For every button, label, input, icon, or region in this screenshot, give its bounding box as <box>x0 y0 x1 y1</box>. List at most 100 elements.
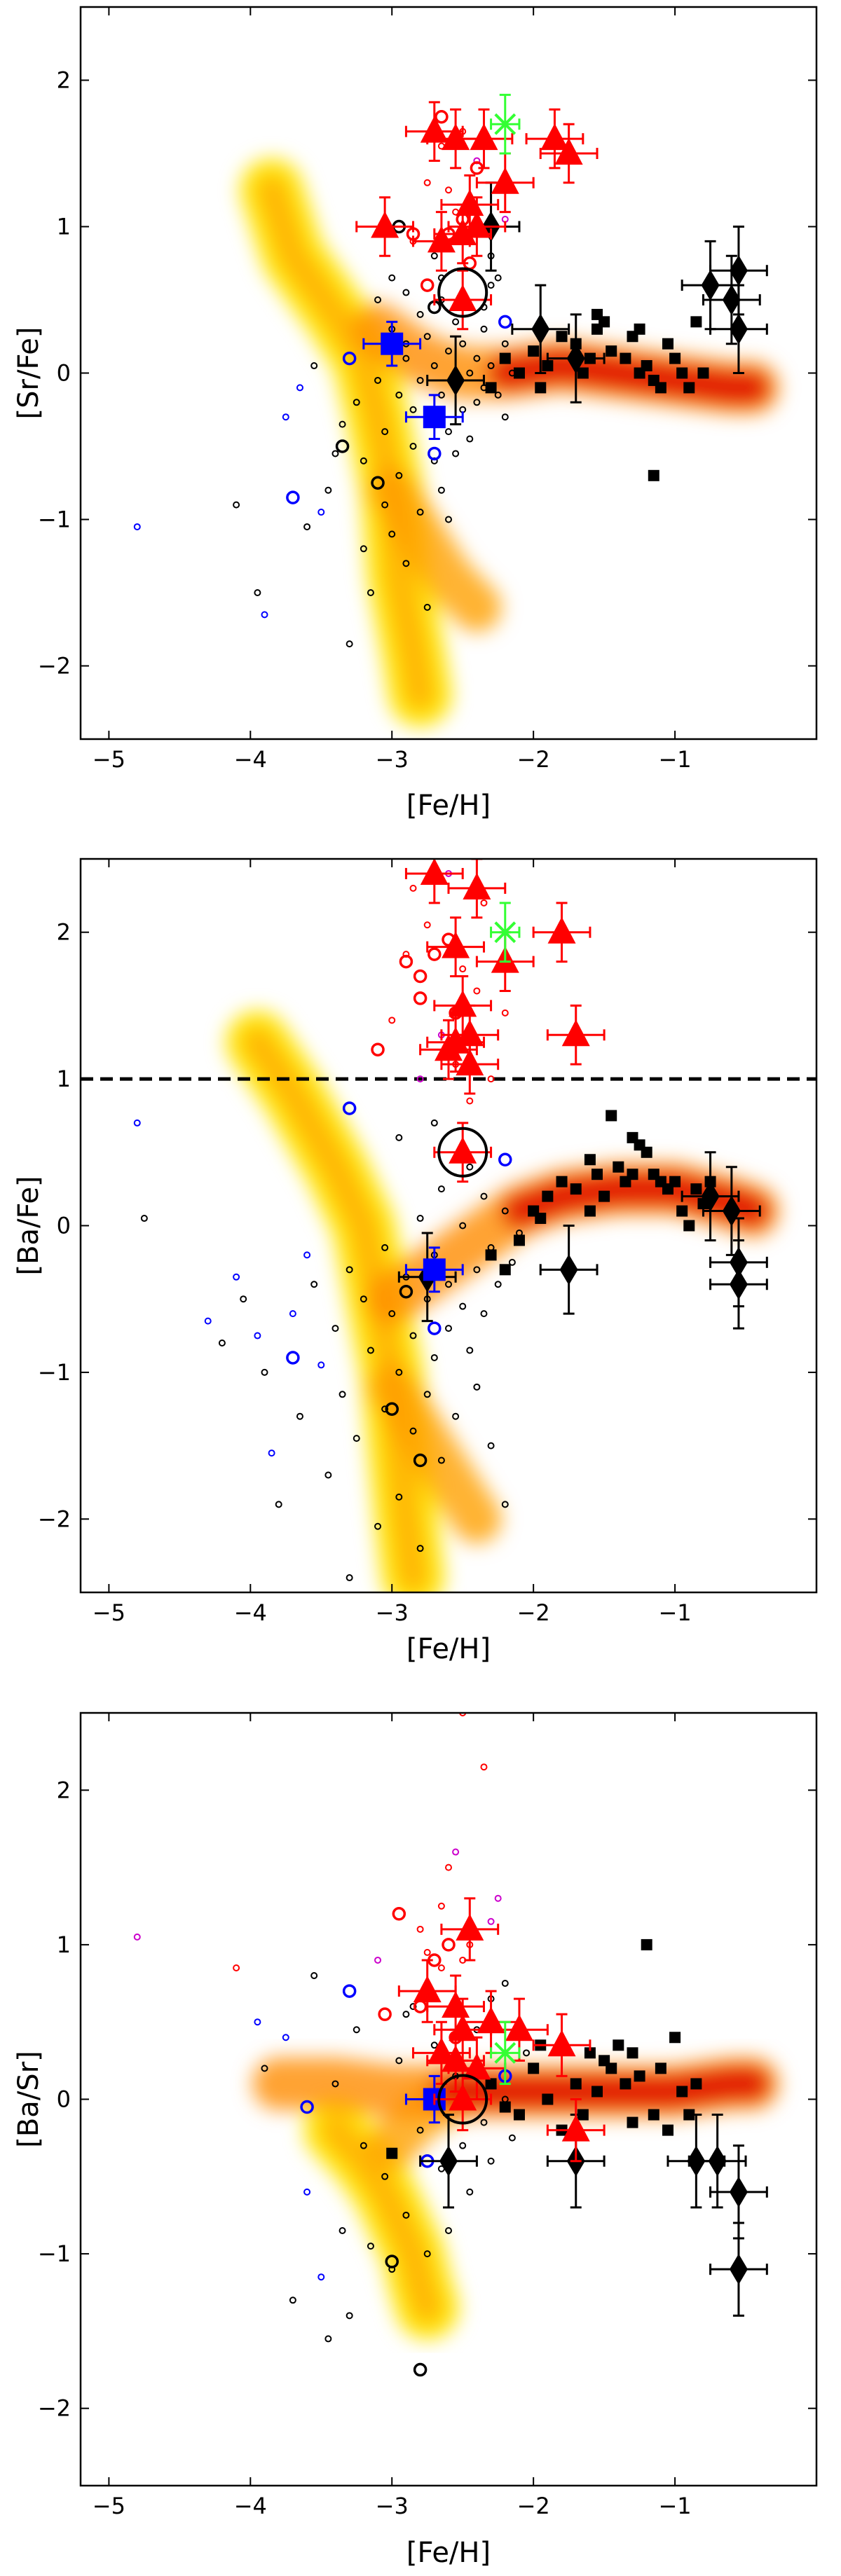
model-band-orange <box>320 2114 444 2324</box>
star-point <box>466 1346 474 1354</box>
star-point <box>480 2119 488 2126</box>
star-point <box>261 2065 268 2072</box>
black-square-marker <box>577 2109 589 2121</box>
star-point <box>233 1964 240 1971</box>
model-density-band <box>240 158 779 727</box>
star-point <box>416 509 424 516</box>
model-band-orange <box>256 174 437 711</box>
black-diamond-marker <box>722 284 741 315</box>
x-axis-label: [Fe/H] <box>406 1633 491 1665</box>
black-square-marker <box>577 367 589 379</box>
x-tick-label: −3 <box>376 1599 409 1626</box>
star-point <box>430 252 438 260</box>
star-point <box>339 420 346 428</box>
star-point <box>459 1713 467 1716</box>
star-point <box>501 1501 509 1508</box>
red-triangle-marker <box>413 1976 442 2003</box>
black-square-marker <box>613 1161 624 1173</box>
black-square-marker <box>641 360 652 372</box>
black-square-marker <box>648 2109 659 2121</box>
star-point <box>409 884 417 892</box>
star-point <box>445 428 452 436</box>
black-square-marker <box>648 469 659 481</box>
x-tick-label: −4 <box>234 1599 267 1626</box>
star-point <box>360 457 367 464</box>
red-triangle-marker <box>449 2083 477 2111</box>
star-point <box>324 486 332 494</box>
x-axis-label: [Fe/H] <box>406 2537 491 2569</box>
star-point <box>402 560 410 567</box>
black-diamond-marker <box>722 1195 741 1227</box>
star-point-red-open <box>420 278 435 292</box>
black-square-marker <box>627 1131 638 1143</box>
star-point <box>268 1449 275 1457</box>
star-point-red-open <box>371 1042 385 1056</box>
y-tick-label: −2 <box>38 653 71 680</box>
star-point <box>317 2273 325 2281</box>
black-square-marker <box>542 360 554 372</box>
black-square-marker <box>535 1213 547 1225</box>
star-point <box>324 2335 332 2343</box>
red-triangle-marker <box>427 2037 456 2065</box>
star-point <box>367 1346 374 1354</box>
star-point <box>374 376 382 384</box>
green-cross-marker <box>494 921 517 944</box>
star-point <box>437 1185 445 1193</box>
black-square-marker <box>655 2062 666 2074</box>
star-point <box>416 1215 424 1222</box>
y-tick-label: −1 <box>38 507 71 533</box>
red-triangle-marker <box>470 123 498 151</box>
star-point <box>416 376 424 384</box>
star-point-red-open <box>413 991 428 1005</box>
star-point <box>430 1354 438 1361</box>
star-point <box>289 1310 296 1318</box>
blue-square-marker <box>381 332 404 355</box>
star-point <box>331 450 339 457</box>
red-triangle-marker <box>456 1049 484 1076</box>
star-point <box>452 450 460 457</box>
star-point <box>381 2172 389 2180</box>
star-point <box>423 603 431 611</box>
star-point <box>423 1391 431 1398</box>
black-square-marker <box>683 2109 695 2121</box>
black-square-marker <box>584 1154 596 1166</box>
star-point <box>466 1097 474 1105</box>
star-point <box>459 340 467 347</box>
star-point <box>367 2243 374 2250</box>
star-point <box>402 289 410 296</box>
red-triangle-marker <box>463 211 491 238</box>
red-triangle-marker <box>449 1136 477 1164</box>
star-point-blue-open <box>342 351 357 366</box>
star-point <box>423 1948 431 1956</box>
star-point <box>339 2227 346 2235</box>
black-square-marker <box>690 2078 702 2090</box>
star-point <box>296 1412 303 1420</box>
star-point <box>430 1119 438 1127</box>
star-point <box>501 1207 509 1215</box>
red-triangle-marker <box>456 1913 484 1941</box>
black-square-marker <box>641 1146 652 1158</box>
black-diamond-marker <box>729 2176 748 2207</box>
star-point <box>360 545 367 553</box>
black-square-marker <box>676 2086 688 2098</box>
black-square-marker <box>655 382 666 394</box>
star-point <box>480 1763 488 1771</box>
star-point <box>473 987 481 995</box>
black-square-marker <box>627 2047 638 2059</box>
large-open-circle-marker <box>437 267 488 318</box>
chart-panel-sr-fe: −5 −4 −3 −2 −1 −2 −1 0 1 2 [Fe/H] [Sr/Fe] <box>13 6 818 822</box>
black-square-marker <box>592 1169 603 1180</box>
black-square-marker <box>513 367 525 379</box>
star-point <box>402 354 410 362</box>
star-point <box>459 1302 467 1310</box>
black-diamond-marker <box>729 313 748 345</box>
x-tick-label: −5 <box>93 746 125 773</box>
red-triangle-marker <box>554 138 583 165</box>
red-triangle-marker <box>463 872 491 900</box>
star-point <box>133 1119 141 1127</box>
chart-panel-ba-fe: −5 −4 −3 −2 −1 −2 −1 0 1 2 [Fe/H] [Ba/Fe] <box>13 857 818 1665</box>
plot-area <box>133 93 779 727</box>
red-triangle-marker <box>442 1026 470 1054</box>
star-point <box>346 1266 353 1274</box>
model-density-band <box>252 2057 779 2340</box>
